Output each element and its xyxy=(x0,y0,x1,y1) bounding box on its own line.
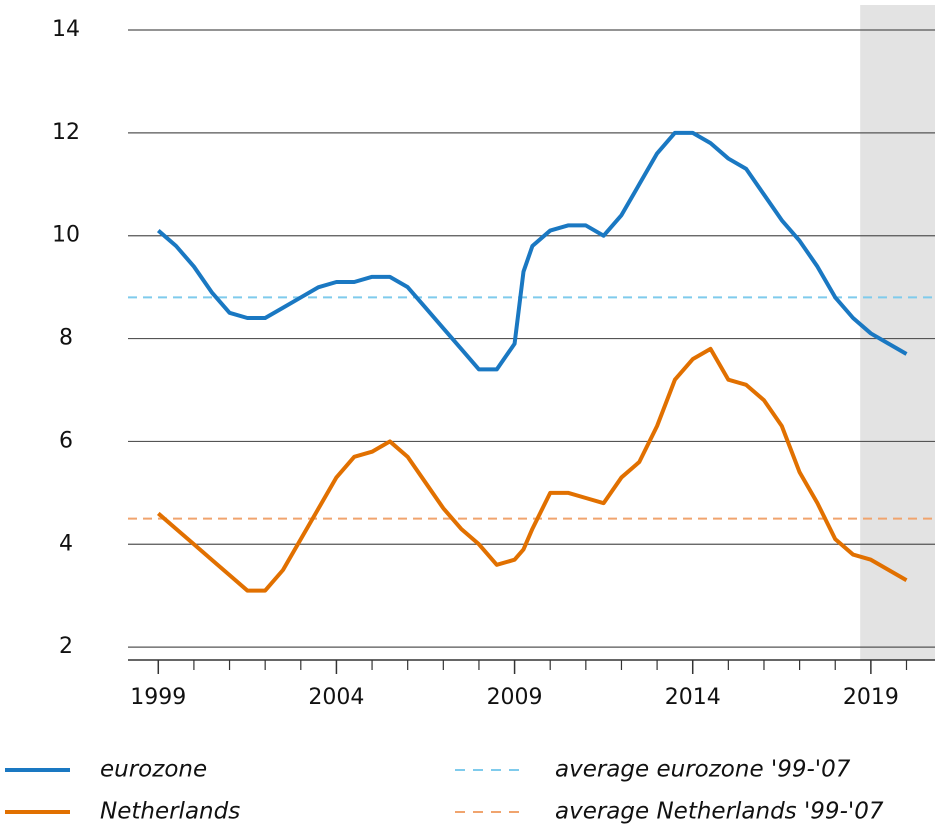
y-tick-label: 12 xyxy=(52,120,80,145)
legend-label: average Netherlands '99-'07 xyxy=(555,799,884,825)
legend-label: Netherlands xyxy=(100,799,240,825)
y-tick-label: 4 xyxy=(59,531,73,556)
legend-label: average eurozone '99-'07 xyxy=(555,757,851,783)
y-tick-label: 10 xyxy=(52,223,80,248)
y-tick-label: 2 xyxy=(59,634,73,659)
y-tick-label: 6 xyxy=(59,428,73,453)
x-tick-label: 2009 xyxy=(487,685,543,710)
y-tick-label: 14 xyxy=(52,17,80,42)
x-tick-label: 2019 xyxy=(843,685,899,710)
x-tick-label: 1999 xyxy=(130,685,186,710)
legend-label: eurozone xyxy=(100,757,207,783)
y-tick-label: 8 xyxy=(59,326,73,351)
x-tick-label: 2004 xyxy=(308,685,364,710)
series-line xyxy=(156,346,908,593)
x-tick-label: 2014 xyxy=(665,685,721,710)
series-line xyxy=(156,130,908,372)
